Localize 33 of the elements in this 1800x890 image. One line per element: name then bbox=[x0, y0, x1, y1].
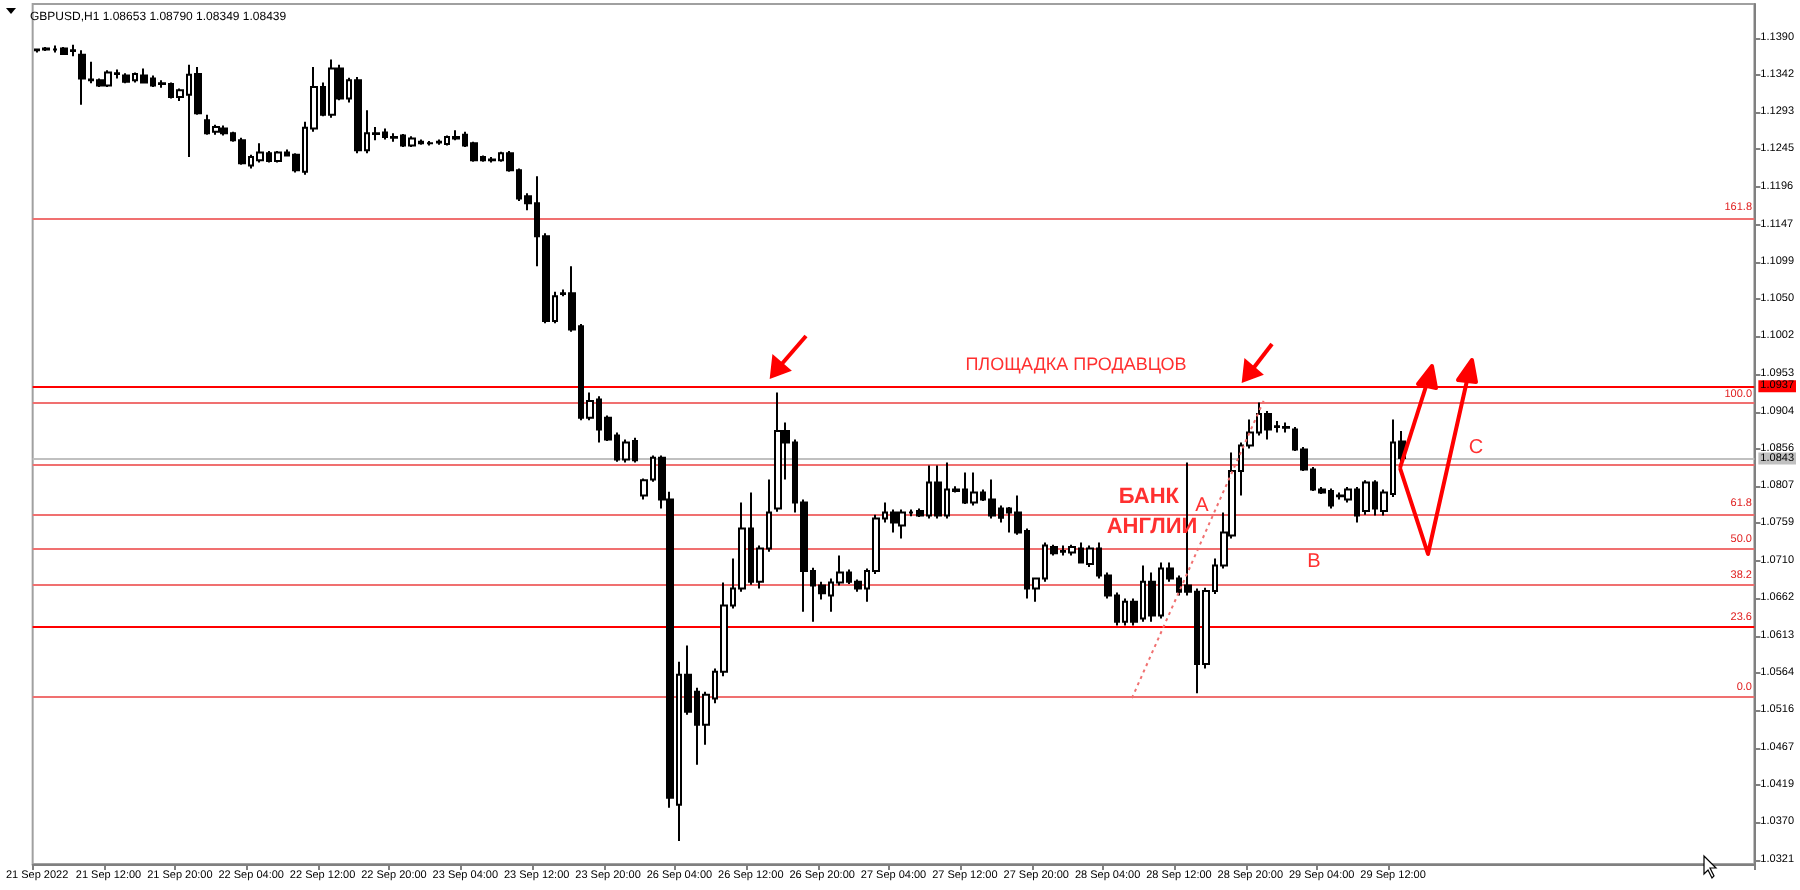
candlestick bbox=[622, 438, 630, 464]
annotation: ПЛОЩАДКА ПРОДАВЦОВ bbox=[965, 354, 1187, 374]
candlestick bbox=[328, 58, 336, 119]
candlestick bbox=[78, 49, 86, 106]
candlestick bbox=[256, 142, 264, 164]
candlestick bbox=[274, 149, 282, 164]
candlestick bbox=[122, 72, 130, 85]
candlestick bbox=[934, 464, 942, 520]
annotation: C bbox=[1468, 437, 1484, 459]
candlestick bbox=[452, 129, 460, 142]
candlestick bbox=[890, 508, 898, 534]
candlestick bbox=[988, 478, 996, 520]
annotation: B bbox=[1307, 551, 1322, 573]
candlestick bbox=[60, 46, 68, 56]
candlestick bbox=[408, 135, 416, 149]
candlestick bbox=[212, 123, 220, 136]
candlestick bbox=[238, 136, 246, 166]
candlestick bbox=[104, 69, 112, 89]
annotation: A bbox=[1195, 495, 1210, 517]
candlestick bbox=[898, 508, 906, 540]
candlestick bbox=[470, 140, 478, 163]
candlestick bbox=[488, 156, 496, 164]
candlestick bbox=[354, 76, 362, 155]
candlestick bbox=[1264, 409, 1272, 441]
candlestick bbox=[1068, 543, 1076, 557]
candlestick bbox=[970, 471, 978, 507]
candlestick bbox=[390, 132, 398, 143]
candlestick bbox=[1336, 491, 1344, 501]
candlestick bbox=[140, 67, 148, 85]
candlestick bbox=[42, 46, 50, 52]
candlestick bbox=[1362, 479, 1370, 516]
candlestick bbox=[220, 124, 228, 137]
candlestick bbox=[774, 391, 782, 513]
